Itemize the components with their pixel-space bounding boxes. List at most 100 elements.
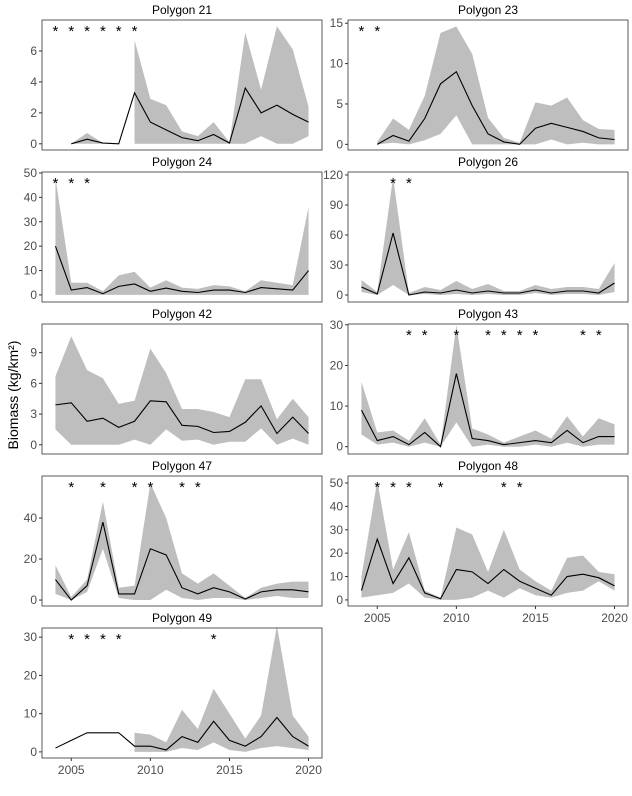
panel-title: Polygon 43 — [458, 307, 518, 321]
significance-asterisk: * — [517, 479, 523, 496]
y-tick-label: 9 — [30, 346, 37, 360]
y-tick-label: 5 — [336, 97, 343, 111]
significance-asterisk: * — [501, 479, 507, 496]
significance-asterisk: * — [179, 479, 185, 496]
y-tick-label: 0 — [336, 288, 343, 302]
significance-asterisk: * — [453, 327, 459, 344]
y-tick-label: 40 — [24, 511, 38, 525]
significance-asterisk: * — [580, 327, 586, 344]
y-tick-label: 10 — [330, 399, 344, 413]
significance-asterisk: * — [68, 23, 74, 40]
data-line — [361, 232, 615, 296]
confidence-band — [71, 26, 309, 144]
panel-title: Polygon 21 — [152, 3, 212, 17]
y-tick-label: 30 — [24, 215, 38, 229]
y-tick-label: 40 — [24, 190, 38, 204]
significance-asterisk: * — [390, 479, 396, 496]
y-tick-label: 3 — [30, 407, 37, 421]
significance-asterisk: * — [374, 479, 380, 496]
panel-title: Polygon 24 — [152, 155, 212, 169]
panel-title: Polygon 48 — [458, 459, 518, 473]
confidence-band — [361, 177, 615, 295]
significance-asterisk: * — [406, 175, 412, 192]
significance-asterisk: * — [53, 175, 59, 192]
y-tick-label: 0 — [30, 438, 37, 452]
significance-asterisk: * — [147, 479, 153, 496]
significance-asterisk: * — [116, 23, 122, 40]
panel-title: Polygon 23 — [458, 3, 518, 17]
panel-title: Polygon 49 — [152, 611, 212, 625]
y-tick-label: 20 — [24, 239, 38, 253]
data-line — [360, 537, 615, 600]
y-axis-label: Biomass (kg/km²) — [5, 341, 21, 450]
data-line — [55, 716, 309, 751]
x-tick-label: 2015 — [522, 611, 549, 625]
x-tick-label: 2020 — [601, 611, 628, 625]
panel-frame — [347, 19, 629, 151]
significance-asterisk: * — [359, 23, 365, 40]
y-tick-label: 50 — [24, 166, 38, 180]
y-tick-label: 90 — [330, 198, 344, 212]
significance-asterisk: * — [100, 23, 106, 40]
significance-asterisk: * — [132, 479, 138, 496]
significance-asterisk: * — [517, 327, 523, 344]
y-tick-label: 20 — [330, 546, 344, 560]
x-tick-label: 2005 — [58, 763, 85, 777]
y-tick-label: 30 — [24, 630, 38, 644]
confidence-band — [361, 324, 615, 447]
y-tick-label: 20 — [24, 668, 38, 682]
panel-frame — [347, 171, 629, 303]
significance-asterisk: * — [596, 327, 602, 344]
data-line — [55, 522, 309, 601]
significance-asterisk: * — [406, 327, 412, 344]
data-line — [54, 245, 309, 295]
significance-asterisk: * — [422, 327, 428, 344]
significance-asterisk: * — [438, 479, 444, 496]
significance-asterisk: * — [501, 327, 507, 344]
y-tick-label: 4 — [30, 75, 37, 89]
data-line — [376, 70, 615, 145]
panel-frame — [41, 19, 323, 151]
significance-asterisk: * — [84, 23, 90, 40]
significance-asterisk: * — [374, 23, 380, 40]
significance-asterisk: * — [485, 327, 491, 344]
y-tick-label: 10 — [24, 264, 38, 278]
y-tick-label: 0 — [336, 440, 343, 454]
x-tick-label: 2020 — [295, 763, 322, 777]
significance-asterisk: * — [100, 479, 106, 496]
y-tick-label: 30 — [330, 258, 344, 272]
significance-asterisk: * — [53, 23, 59, 40]
y-tick-label: 2 — [30, 106, 37, 120]
significance-asterisk: * — [84, 631, 90, 648]
y-tick-label: 0 — [336, 137, 343, 151]
panel-title: Polygon 47 — [152, 459, 212, 473]
significance-asterisk: * — [533, 327, 539, 344]
y-tick-label: 0 — [30, 288, 37, 302]
y-tick-label: 0 — [336, 593, 343, 607]
y-tick-label: 0 — [30, 593, 37, 607]
significance-asterisk: * — [68, 479, 74, 496]
y-tick-label: 0 — [30, 745, 37, 759]
y-tick-label: 0 — [30, 137, 37, 151]
y-tick-label: 50 — [330, 476, 344, 490]
x-tick-label: 2005 — [364, 611, 391, 625]
y-tick-label: 40 — [330, 499, 344, 513]
panel-title: Polygon 42 — [152, 307, 212, 321]
significance-asterisk: * — [390, 175, 396, 192]
y-tick-label: 20 — [330, 358, 344, 372]
y-tick-label: 10 — [24, 707, 38, 721]
x-tick-label: 2010 — [137, 763, 164, 777]
y-tick-label: 60 — [330, 228, 344, 242]
significance-asterisk: * — [406, 479, 412, 496]
confidence-band — [55, 483, 309, 601]
panel-frame — [347, 475, 629, 607]
y-tick-label: 10 — [330, 570, 344, 584]
y-tick-label: 30 — [330, 523, 344, 537]
significance-asterisk: * — [84, 175, 90, 192]
panel-title: Polygon 26 — [458, 155, 518, 169]
panel-frame — [41, 171, 323, 303]
x-tick-label: 2010 — [443, 611, 470, 625]
y-tick-label: 15 — [330, 16, 344, 30]
significance-asterisk: * — [100, 631, 106, 648]
